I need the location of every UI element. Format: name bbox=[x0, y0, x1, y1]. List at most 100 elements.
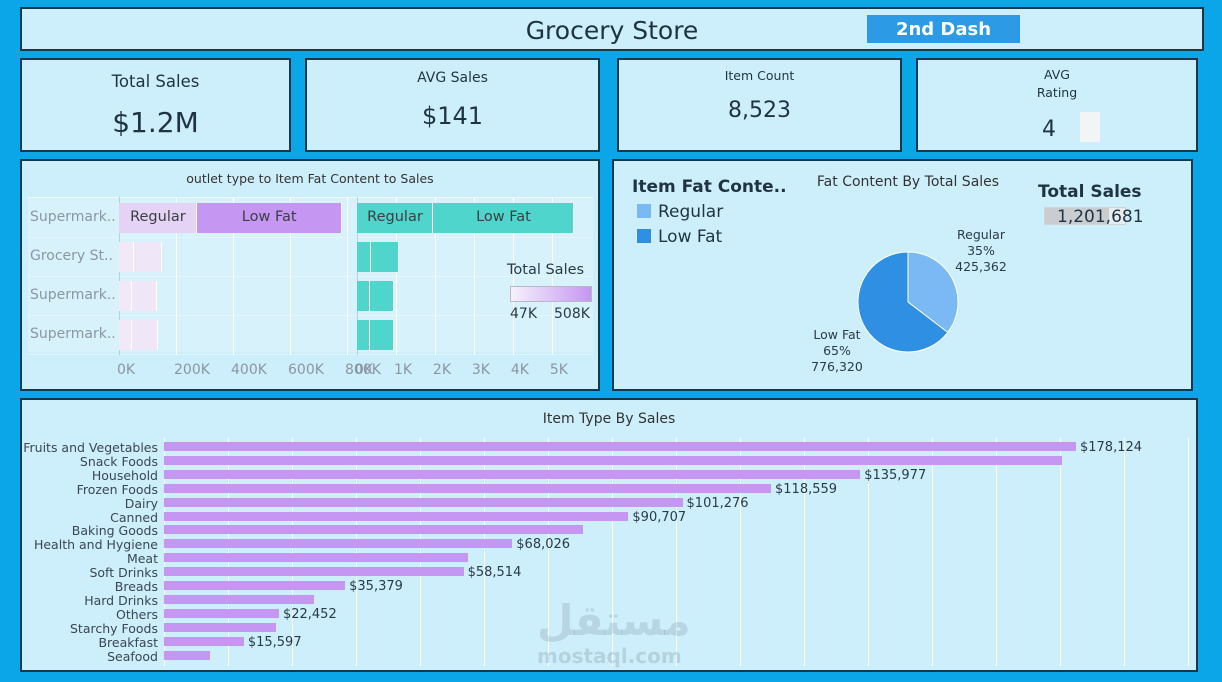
item-category-label: Starchy Foods bbox=[69, 620, 158, 636]
outlet-bar-segment[interactable] bbox=[369, 320, 394, 350]
outlet-legend-max: 508K bbox=[554, 306, 590, 322]
outlet-x-tick: 800K bbox=[345, 362, 381, 378]
item-category-label: Meat bbox=[126, 551, 158, 567]
item-bar[interactable] bbox=[164, 581, 346, 590]
item-category-label: Hard Drinks bbox=[84, 592, 158, 608]
item-category-label: Snack Foods bbox=[79, 453, 158, 469]
outlet-segment-label: Regular bbox=[367, 209, 423, 225]
outlet-panel-axis bbox=[357, 197, 358, 355]
legend-swatch-low-fat bbox=[637, 229, 651, 243]
outlet-bar-segment[interactable] bbox=[357, 242, 371, 272]
item-grid-line bbox=[804, 438, 805, 666]
item-bar[interactable] bbox=[164, 594, 315, 604]
item-category-label: Dairy bbox=[124, 495, 158, 511]
item-category-label: Others bbox=[115, 606, 158, 622]
watermark-logo: مستقل bbox=[537, 596, 691, 645]
outlet-x-tick: 4K bbox=[510, 362, 529, 378]
pie-label-regular-name: Regular bbox=[957, 227, 1005, 242]
kpi-item-count-value: 8,523 bbox=[728, 98, 791, 123]
legend-item-low-fat[interactable]: Low Fat bbox=[658, 227, 723, 247]
outlet-grid-line bbox=[347, 197, 348, 355]
item-bar[interactable] bbox=[164, 483, 772, 493]
outlet-bar-segment[interactable] bbox=[357, 203, 433, 233]
outlet-row-label: Grocery St.. bbox=[30, 248, 113, 264]
outlet-segment-label: Low Fat bbox=[241, 209, 297, 225]
total-sales-gauge bbox=[1044, 207, 1126, 225]
item-bar[interactable] bbox=[164, 525, 584, 535]
item-value-label: $15,597 bbox=[247, 634, 302, 650]
outlet-bar-segment[interactable] bbox=[357, 281, 370, 311]
kpi-total-sales-label: Total Sales bbox=[111, 72, 200, 91]
outlet-bar-segment[interactable] bbox=[196, 203, 342, 233]
item-bar[interactable] bbox=[164, 650, 211, 660]
kpi-avg-rating-card: AVG Rating 4 bbox=[916, 58, 1198, 152]
pie-label-regular-percent: 35% bbox=[967, 243, 995, 258]
item-grid-line bbox=[1124, 438, 1125, 666]
kpi-avg-rating-label-2: Rating bbox=[1036, 85, 1078, 100]
outlet-grid-line bbox=[473, 197, 475, 355]
outlet-x-tick: 2K bbox=[432, 362, 452, 378]
item-category-label: Fruits and Vegetables bbox=[23, 440, 158, 455]
outlet-panel-axis bbox=[119, 197, 120, 355]
item-bar[interactable] bbox=[164, 608, 279, 618]
item-grid-line bbox=[612, 438, 613, 666]
item-value-label: $22,452 bbox=[282, 606, 337, 622]
outlet-grid-line bbox=[434, 197, 436, 355]
item-bar[interactable] bbox=[164, 622, 277, 632]
item-grid-line bbox=[1060, 438, 1061, 666]
item-bar[interactable] bbox=[164, 469, 861, 479]
item-grid-line bbox=[996, 438, 997, 666]
pie-label-low-fat-name: Low Fat bbox=[813, 327, 861, 342]
item-category-label: Breads bbox=[114, 579, 158, 594]
outlet-bar-segment[interactable] bbox=[119, 320, 133, 350]
pie-chart bbox=[857, 251, 959, 353]
item-bar[interactable] bbox=[164, 636, 244, 646]
item-bar[interactable] bbox=[164, 497, 683, 507]
outlet-grid-line bbox=[551, 197, 553, 355]
watermark-url: mostaql.com bbox=[537, 644, 682, 668]
pie-label-regular: Regular 35% 425,362 bbox=[936, 227, 1026, 275]
pie-slice-regular[interactable] bbox=[907, 251, 959, 334]
outlet-bar-segment[interactable] bbox=[132, 320, 158, 350]
item-grid-line bbox=[228, 438, 229, 666]
pie-label-low-fat: Low Fat 65% 776,320 bbox=[792, 327, 882, 375]
item-bar[interactable] bbox=[164, 511, 629, 521]
item-value-label: $135,977 bbox=[864, 467, 927, 483]
outlet-x-tick: 5K bbox=[549, 362, 568, 378]
outlet-legend-title: Total Sales bbox=[507, 262, 585, 278]
outlet-bar-segment[interactable] bbox=[119, 281, 132, 311]
item-bar[interactable] bbox=[164, 442, 1076, 451]
outlet-chart-title: outlet type to Item Fat Content to Sales bbox=[186, 171, 434, 186]
outlet-bar-segment[interactable] bbox=[432, 203, 575, 233]
outlet-row-label: Supermark.. bbox=[30, 326, 116, 342]
outlet-segment-label: Regular bbox=[130, 209, 186, 225]
outlet-x-tick: 3K bbox=[471, 362, 490, 378]
outlet-grid-line bbox=[512, 197, 514, 355]
pie-slice-low-fat[interactable] bbox=[857, 251, 949, 353]
item-bar[interactable] bbox=[164, 567, 464, 577]
total-sales-value: 1,201,681 bbox=[1057, 207, 1144, 227]
outlet-bar-segment[interactable] bbox=[119, 242, 134, 272]
item-bar[interactable] bbox=[164, 455, 1063, 465]
outlet-bar-segment[interactable] bbox=[369, 281, 394, 311]
kpi-avg-rating-value: 4 bbox=[1042, 117, 1056, 142]
outlet-bar-segment[interactable] bbox=[133, 242, 163, 272]
outlet-bar-segment[interactable] bbox=[131, 281, 158, 311]
item-bar[interactable] bbox=[164, 553, 469, 563]
kpi-item-count-label: Item Count bbox=[724, 68, 795, 83]
kpi-total-sales-value: $1.2M bbox=[112, 106, 199, 139]
kpi-avg-rating-label-1: AVG bbox=[1044, 67, 1070, 82]
item-value-label: $35,379 bbox=[349, 579, 403, 594]
outlet-bar-segment[interactable] bbox=[370, 242, 400, 272]
kpi-avg-sales-value: $141 bbox=[421, 102, 484, 130]
outlet-bar-segment[interactable] bbox=[119, 203, 197, 233]
item-value-label: $90,707 bbox=[632, 509, 687, 525]
page-title: Grocery Store bbox=[525, 16, 699, 45]
outlet-bar-segment[interactable] bbox=[357, 320, 370, 350]
item-category-label: Frozen Foods bbox=[76, 481, 158, 497]
item-grid-line bbox=[932, 438, 933, 666]
item-value-label: $178,124 bbox=[1079, 440, 1143, 455]
item-bar[interactable] bbox=[164, 539, 513, 549]
legend-item-regular[interactable]: Regular bbox=[658, 202, 724, 222]
second-dash-button[interactable]: 2nd Dash bbox=[867, 15, 1020, 43]
